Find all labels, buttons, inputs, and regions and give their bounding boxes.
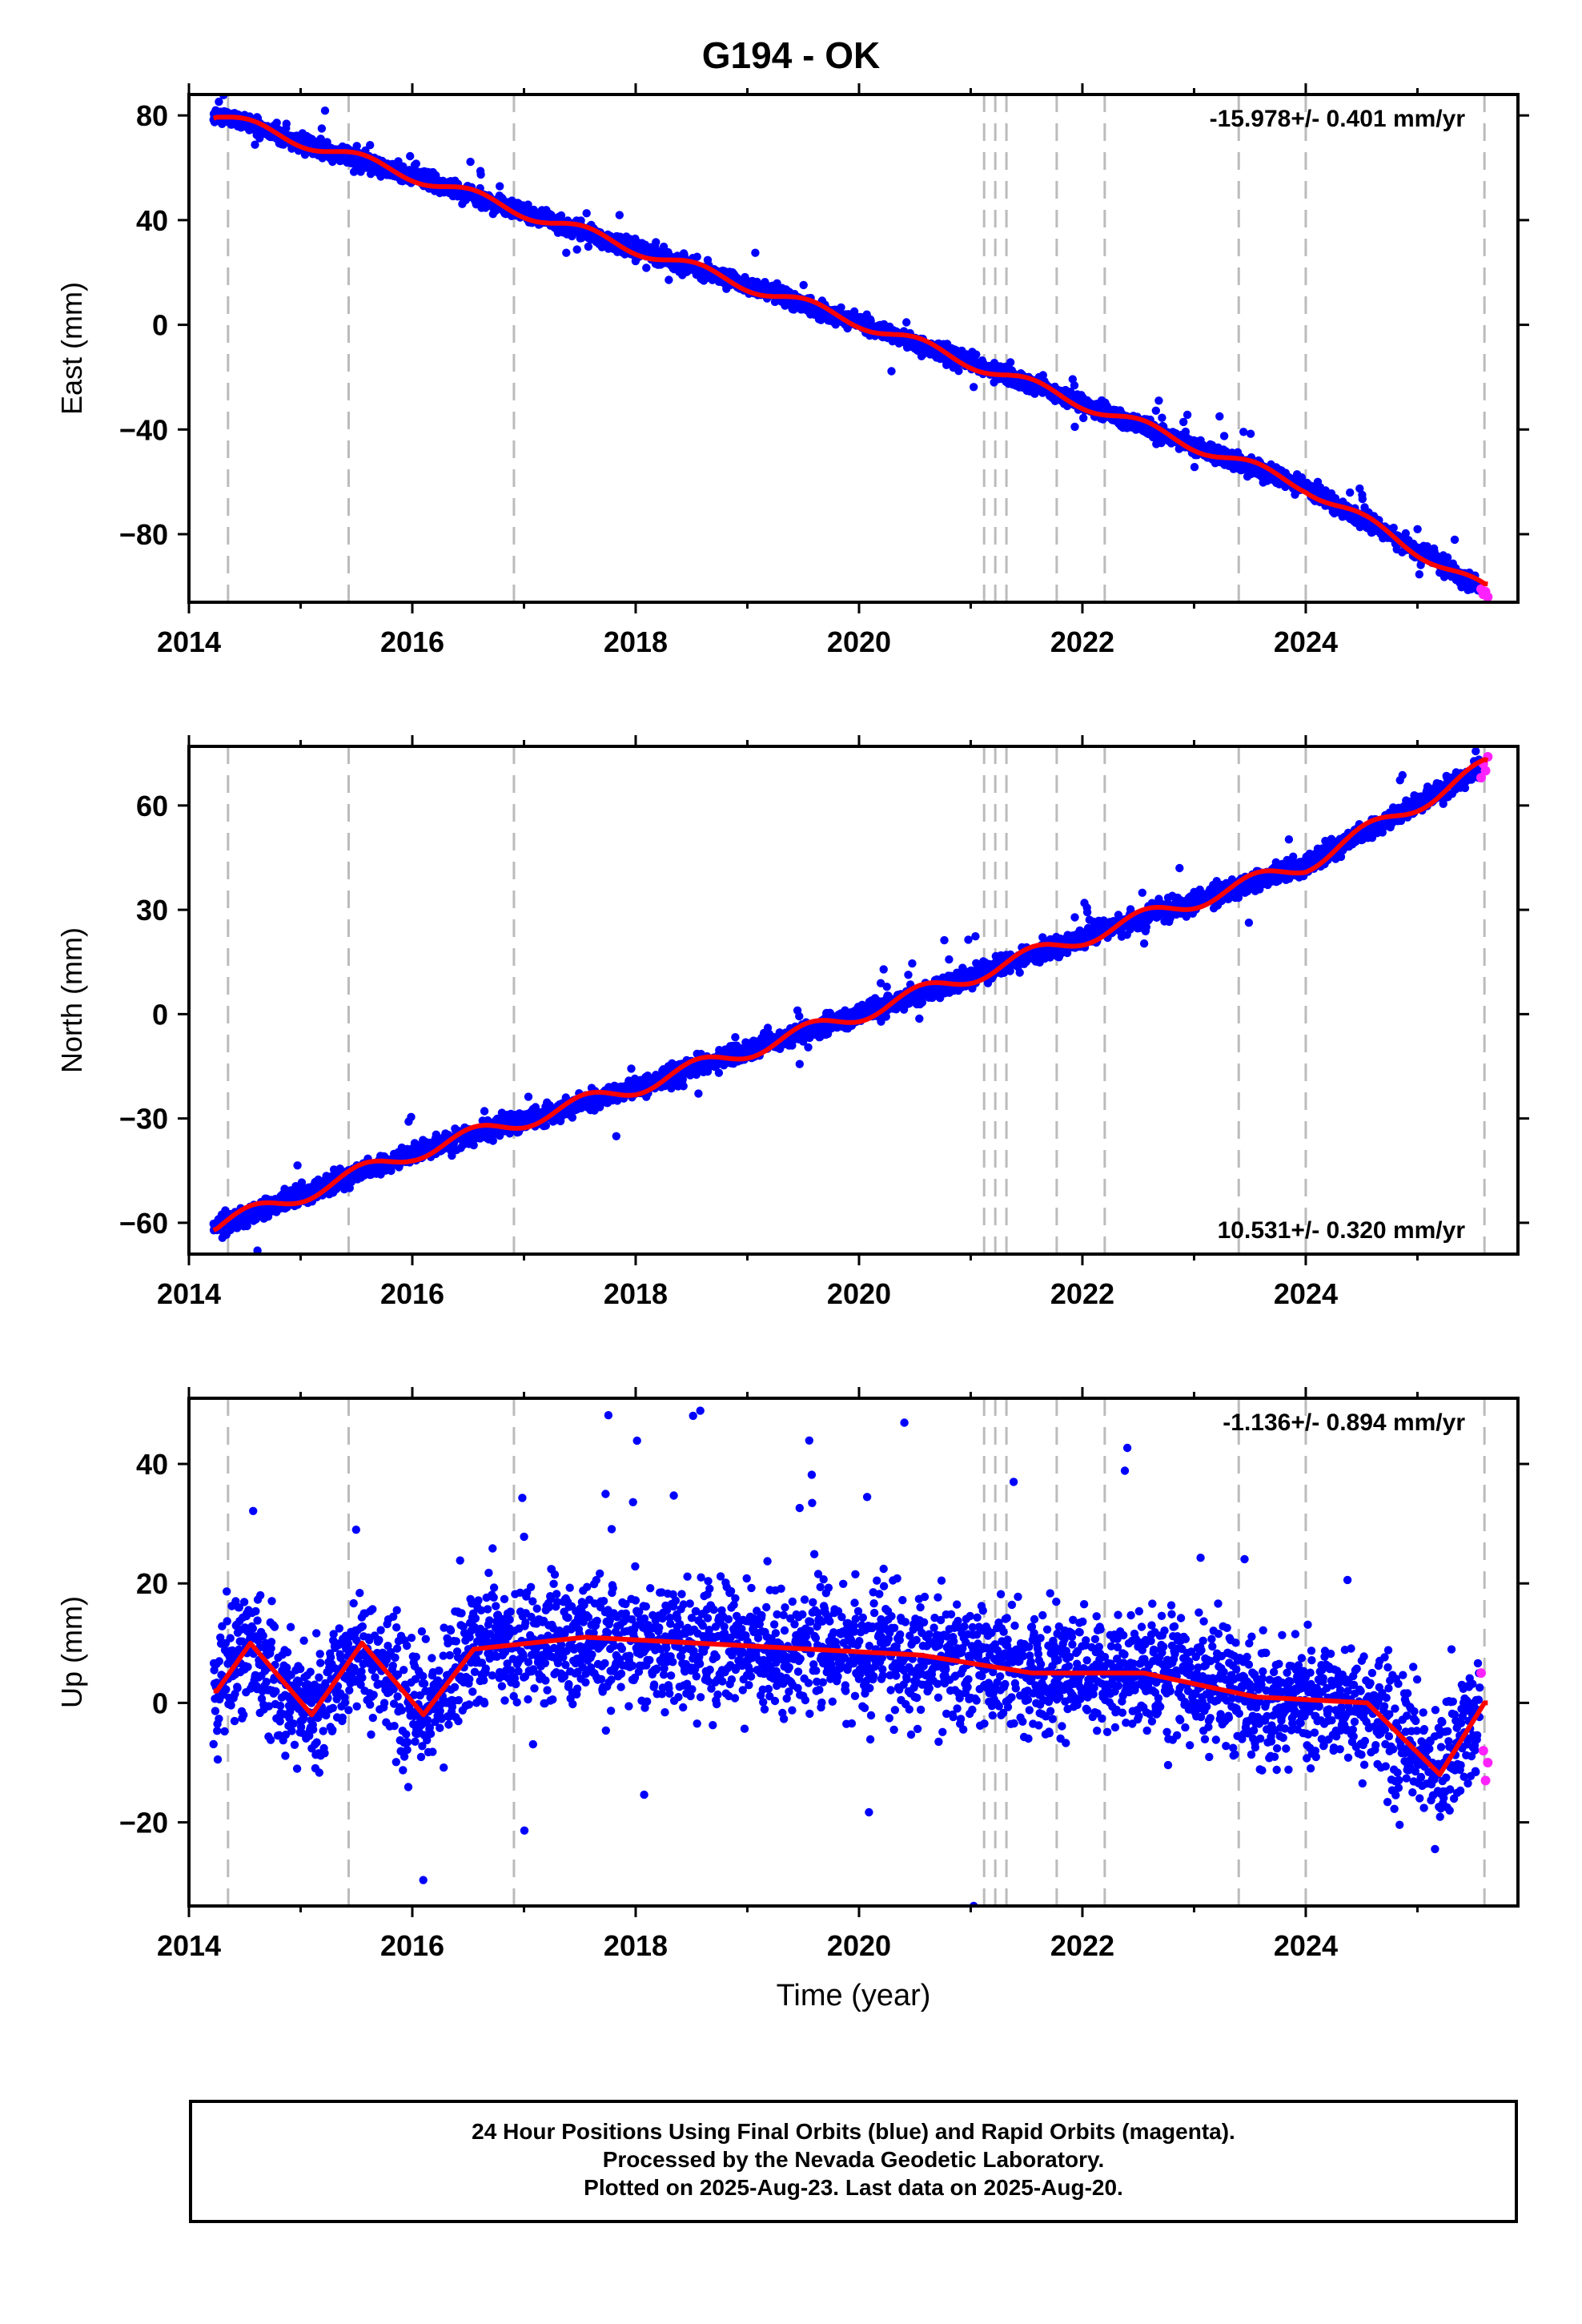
final-point <box>243 1221 251 1231</box>
plot-frame <box>187 93 1520 604</box>
y-tick-label: −80 <box>119 518 168 551</box>
final-point <box>652 238 661 247</box>
final-orbit-points <box>209 94 1484 595</box>
final-point <box>215 97 223 107</box>
final-point <box>1239 428 1248 436</box>
final-point <box>1070 381 1079 390</box>
final-point <box>1450 535 1460 545</box>
final-point <box>751 248 760 257</box>
final-point <box>1151 406 1161 415</box>
final-point <box>679 1082 688 1091</box>
final-point <box>693 252 701 261</box>
final-point <box>731 1033 740 1042</box>
x-tick-label: 2018 <box>604 625 668 658</box>
final-point <box>1389 523 1398 533</box>
final-point <box>556 211 566 220</box>
rapid-point <box>1483 592 1493 602</box>
final-point <box>412 159 420 168</box>
x-tick-label: 2014 <box>157 625 221 658</box>
plot-panel-2: 2014 2016 2018 2020 2022 202460300−30−60North… <box>55 735 1529 1310</box>
final-point <box>1355 484 1364 493</box>
final-point <box>1219 432 1229 440</box>
final-point <box>795 1011 804 1021</box>
final-point <box>1070 422 1079 432</box>
x-tick-label: 2020 <box>827 625 891 658</box>
final-point <box>1401 529 1411 538</box>
final-point <box>407 1112 416 1122</box>
final-point <box>615 211 624 219</box>
y-tick-label: 0 <box>152 309 168 342</box>
y-tick-label: 80 <box>136 99 168 132</box>
final-point <box>352 142 361 151</box>
chart-title: G194 - OK <box>701 34 881 76</box>
x-tick-label: 2024 <box>1274 625 1338 658</box>
final-point <box>1415 570 1424 579</box>
final-point <box>795 1059 804 1068</box>
final-point <box>665 275 673 284</box>
final-point <box>251 140 259 149</box>
final-point <box>1158 413 1166 422</box>
final-point <box>694 1089 703 1098</box>
final-point <box>642 263 651 272</box>
final-point <box>466 157 475 167</box>
final-point <box>1246 429 1255 438</box>
x-tick-label: 2022 <box>1050 625 1114 658</box>
final-point <box>272 119 281 127</box>
final-point <box>476 170 485 179</box>
final-point <box>1443 553 1452 562</box>
final-point <box>1079 413 1088 423</box>
final-point <box>1179 417 1188 427</box>
final-point <box>954 367 963 376</box>
y-axis-label: East (mm) <box>55 282 88 415</box>
final-point <box>282 119 291 128</box>
final-point <box>902 318 911 327</box>
final-point <box>572 245 581 254</box>
final-point <box>253 1246 262 1254</box>
model-fit-line <box>212 115 1489 587</box>
final-point <box>1182 410 1192 420</box>
final-point <box>320 107 330 115</box>
final-point <box>524 1092 533 1101</box>
final-point <box>293 1161 302 1170</box>
final-point <box>366 141 375 150</box>
final-point <box>627 1064 636 1073</box>
final-point <box>582 209 591 218</box>
x-tick-label: 2016 <box>380 625 444 658</box>
final-point <box>612 1132 620 1141</box>
final-point <box>263 1212 273 1221</box>
y-tick-label: 40 <box>136 204 168 237</box>
final-point <box>804 1043 813 1052</box>
final-point <box>1190 463 1199 472</box>
final-point <box>568 1113 577 1122</box>
final-point <box>1358 494 1367 504</box>
final-point <box>714 1068 724 1077</box>
final-point <box>1006 358 1015 367</box>
final-point <box>837 303 845 312</box>
plot-panel-1: 2014 2016 2018 2020 2022 2024 80 40 0 −40 −80 East … <box>55 83 1529 658</box>
final-point <box>1346 488 1355 497</box>
final-point <box>1154 396 1163 405</box>
final-point <box>972 350 981 359</box>
final-point <box>799 280 808 290</box>
final-point <box>496 182 504 191</box>
final-orbit-points <box>209 746 1484 1254</box>
final-point <box>317 124 327 133</box>
final-point <box>970 383 978 392</box>
y-tick-label: −40 <box>119 413 168 446</box>
rapid-orbit-points <box>1476 584 1493 602</box>
final-point <box>887 367 896 376</box>
final-point <box>406 151 415 161</box>
final-point <box>1413 525 1422 533</box>
final-point <box>1215 412 1224 421</box>
final-point <box>584 242 593 251</box>
final-point <box>562 248 571 257</box>
rate-annotation: -15.978+/- 0.401 mm/yr <box>1210 106 1466 132</box>
final-point <box>480 1107 489 1116</box>
